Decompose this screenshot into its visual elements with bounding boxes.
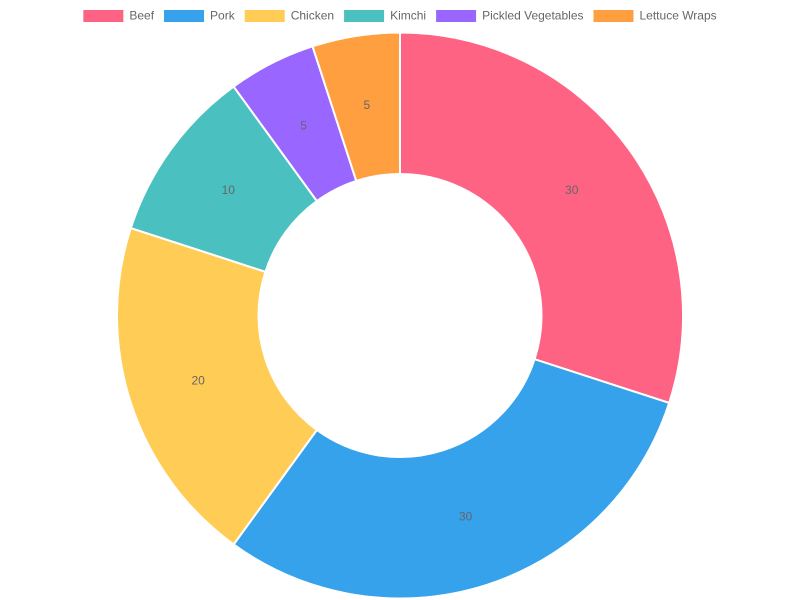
data-label: 5: [363, 98, 370, 112]
legend-label: Lettuce Wraps: [640, 9, 717, 23]
legend-swatch: [244, 10, 285, 22]
legend-swatch: [83, 10, 124, 22]
data-label: 5: [300, 119, 307, 133]
wedge: [116, 226, 319, 546]
legend-label: Beef: [129, 9, 154, 23]
legend-label: Pork: [210, 9, 236, 23]
wedge: [311, 31, 401, 183]
legend-swatch: [164, 10, 205, 22]
legend-swatch: [436, 10, 477, 22]
wedge: [399, 31, 684, 405]
legend-swatch: [344, 10, 385, 22]
legend-label: Chicken: [291, 9, 334, 23]
legend-label: Kimchi: [390, 9, 426, 23]
data-label: 30: [459, 510, 473, 524]
wedge: [232, 357, 671, 600]
legend-swatch: [593, 10, 634, 22]
legend-label: Pickled Vegetables: [482, 9, 583, 23]
data-label: 10: [222, 183, 236, 197]
data-label: 30: [565, 183, 579, 197]
legend: Beef Pork Chicken Kimchi Pickled Vegetables L…: [83, 9, 717, 23]
data-label: 20: [191, 373, 205, 387]
